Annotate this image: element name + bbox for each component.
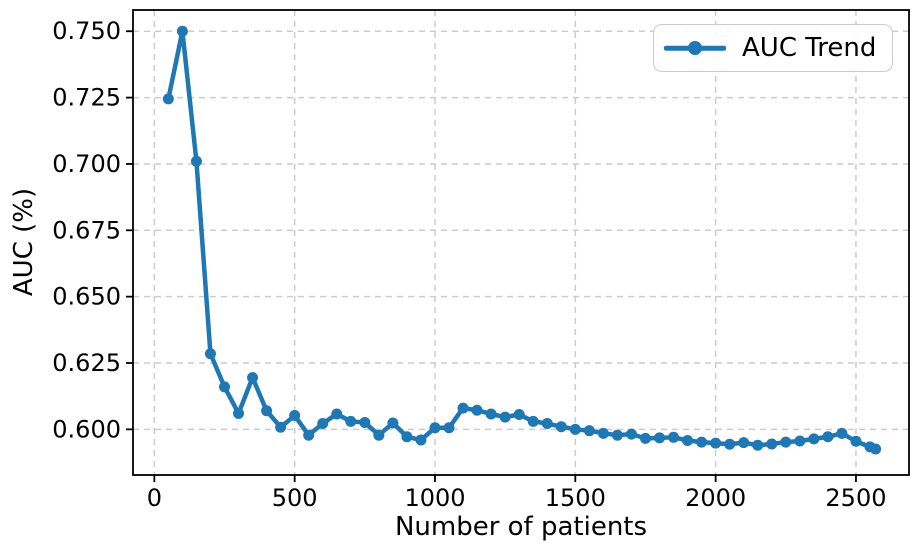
data-point [569, 423, 581, 435]
data-point [625, 428, 637, 440]
trend-line [166, 28, 878, 452]
data-point [303, 429, 315, 441]
data-point [710, 437, 722, 449]
data-point [654, 432, 666, 444]
y-axis-label: AUC (%) [9, 187, 39, 297]
data-point [176, 25, 188, 37]
data-point [190, 155, 202, 167]
data-point [738, 437, 750, 449]
data-point [345, 415, 357, 427]
data-point [527, 415, 539, 427]
data-point [429, 422, 441, 434]
data-point [261, 405, 273, 417]
data-point [443, 422, 455, 434]
data-point [457, 402, 469, 414]
y-tick-label: 0.625 [52, 349, 121, 377]
data-point [752, 439, 764, 451]
x-tick-label: 1000 [404, 484, 465, 512]
data-point [870, 443, 882, 455]
x-tick-label: 2500 [825, 484, 886, 512]
data-point [808, 433, 820, 445]
data-point [583, 425, 595, 437]
data-point [555, 421, 567, 433]
data-point [218, 381, 230, 393]
x-tick-label: 0 [147, 484, 162, 512]
data-point [204, 348, 216, 360]
data-point [233, 407, 245, 419]
legend-marker-icon [688, 41, 702, 55]
data-point [780, 436, 792, 448]
data-point [682, 434, 694, 446]
data-point [724, 438, 736, 450]
data-point [373, 429, 385, 441]
data-point [668, 431, 680, 443]
data-point [331, 408, 343, 420]
x-tick-label: 1500 [545, 484, 606, 512]
y-tick-label: 0.675 [52, 216, 121, 244]
legend-label: AUC Trend [742, 33, 877, 63]
x-axis-label: Number of patients [394, 512, 648, 542]
data-point [275, 421, 287, 433]
data-point [359, 416, 371, 428]
data-point [471, 404, 483, 416]
y-tick-label: 0.600 [52, 415, 121, 443]
data-point [401, 431, 413, 443]
data-point [415, 434, 427, 446]
data-point [822, 431, 834, 443]
y-tick-label: 0.650 [52, 283, 121, 311]
legend-line-marker-sample [664, 41, 726, 55]
data-point [597, 427, 609, 439]
data-point [317, 418, 329, 430]
data-point [499, 411, 511, 423]
data-point [611, 429, 623, 441]
data-point [162, 93, 174, 105]
plot-border [132, 9, 910, 476]
legend: AUC Trend [653, 24, 893, 72]
data-point [794, 435, 806, 447]
data-point [541, 418, 553, 430]
x-tick-label: 500 [272, 484, 318, 512]
data-point [387, 417, 399, 429]
y-tick-label: 0.700 [52, 150, 121, 178]
data-point [836, 427, 848, 439]
data-point [247, 372, 259, 384]
data-point [639, 432, 651, 444]
data-point [696, 436, 708, 448]
data-point [289, 410, 301, 422]
y-tick-label: 0.750 [52, 17, 121, 45]
data-point [850, 435, 862, 447]
x-tick-label: 2000 [685, 484, 746, 512]
y-tick-label: 0.725 [52, 84, 121, 112]
data-point [766, 438, 778, 450]
data-point [513, 408, 525, 420]
data-point [485, 408, 497, 420]
